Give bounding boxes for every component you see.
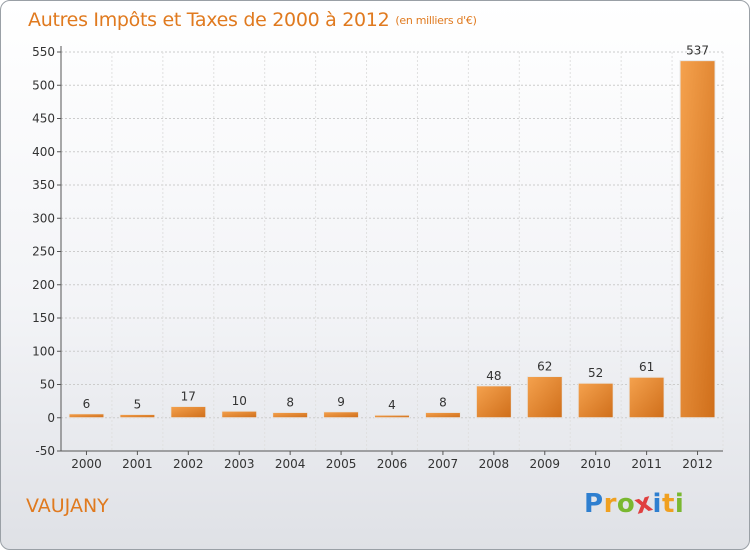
x-tick-label: 2005 (326, 457, 357, 471)
data-label: 17 (181, 389, 196, 403)
bar (323, 411, 360, 419)
data-label: 62 (537, 360, 552, 374)
y-tick-label: 400 (32, 145, 55, 159)
data-label: 5 (134, 397, 142, 411)
y-tick-label: 450 (32, 112, 55, 126)
x-tick-label: 2000 (71, 457, 102, 471)
x-tick-label: 2001 (122, 457, 153, 471)
y-tick-label: 100 (32, 344, 55, 358)
bar (679, 60, 716, 419)
y-tick-label: 0 (47, 411, 55, 425)
y-tick-label: 350 (32, 178, 55, 192)
y-tick-label: 250 (32, 245, 55, 259)
data-label: 61 (639, 360, 654, 374)
y-tick-label: 300 (32, 211, 55, 225)
logo-letter: o (616, 489, 636, 519)
y-tick-label: 500 (32, 78, 55, 92)
x-tick-label: 2002 (173, 457, 204, 471)
x-tick-label: 2011 (631, 457, 662, 471)
data-label: 10 (232, 394, 247, 408)
bar (170, 405, 207, 419)
x-tick-label: 2008 (479, 457, 510, 471)
x-tick-label: 2006 (377, 457, 408, 471)
data-label: 537 (686, 44, 709, 58)
x-tick-label: 2004 (275, 457, 306, 471)
bar (68, 413, 105, 419)
data-label: 8 (439, 395, 447, 409)
data-label: 9 (337, 395, 345, 409)
bar (628, 376, 665, 419)
y-tick-label: -50 (35, 444, 55, 458)
bar (119, 413, 156, 419)
data-label: 52 (588, 366, 603, 380)
bar (272, 411, 309, 419)
x-tick-label: 2012 (682, 457, 713, 471)
logo-letter: r (603, 489, 617, 519)
chart-title-text: Autres Impôts et Taxes de 2000 à 2012 (28, 9, 390, 31)
chart-title: Autres Impôts et Taxes de 2000 à 2012 (en… (28, 9, 477, 31)
y-tick-label: 50 (40, 378, 55, 392)
bar (526, 376, 563, 419)
data-label: 4 (388, 398, 396, 412)
logo-letter: i (652, 489, 662, 519)
data-label: 6 (83, 397, 91, 411)
bar (374, 414, 410, 419)
chart-subtitle: (en milliers d'€) (395, 14, 477, 27)
place-name: VAUJANY (26, 495, 109, 517)
proxiti-logo: Proxiti (584, 487, 685, 520)
data-label: 48 (486, 369, 501, 383)
x-tick-label: 2010 (580, 457, 611, 471)
bar (475, 385, 512, 419)
y-tick-label: 200 (32, 278, 55, 292)
data-label: 8 (286, 395, 294, 409)
x-tick-label: 2003 (224, 457, 255, 471)
logo-letter: t (661, 489, 675, 519)
x-tick-label: 2009 (529, 457, 560, 471)
bar (221, 410, 258, 419)
bar (577, 382, 614, 419)
y-tick-label: 550 (32, 45, 55, 59)
logo-letter: i (674, 489, 685, 519)
x-tick-label: 2007 (428, 457, 459, 471)
logo-letter: P (584, 489, 604, 519)
y-tick-label: 150 (32, 311, 55, 325)
bar (424, 411, 461, 419)
